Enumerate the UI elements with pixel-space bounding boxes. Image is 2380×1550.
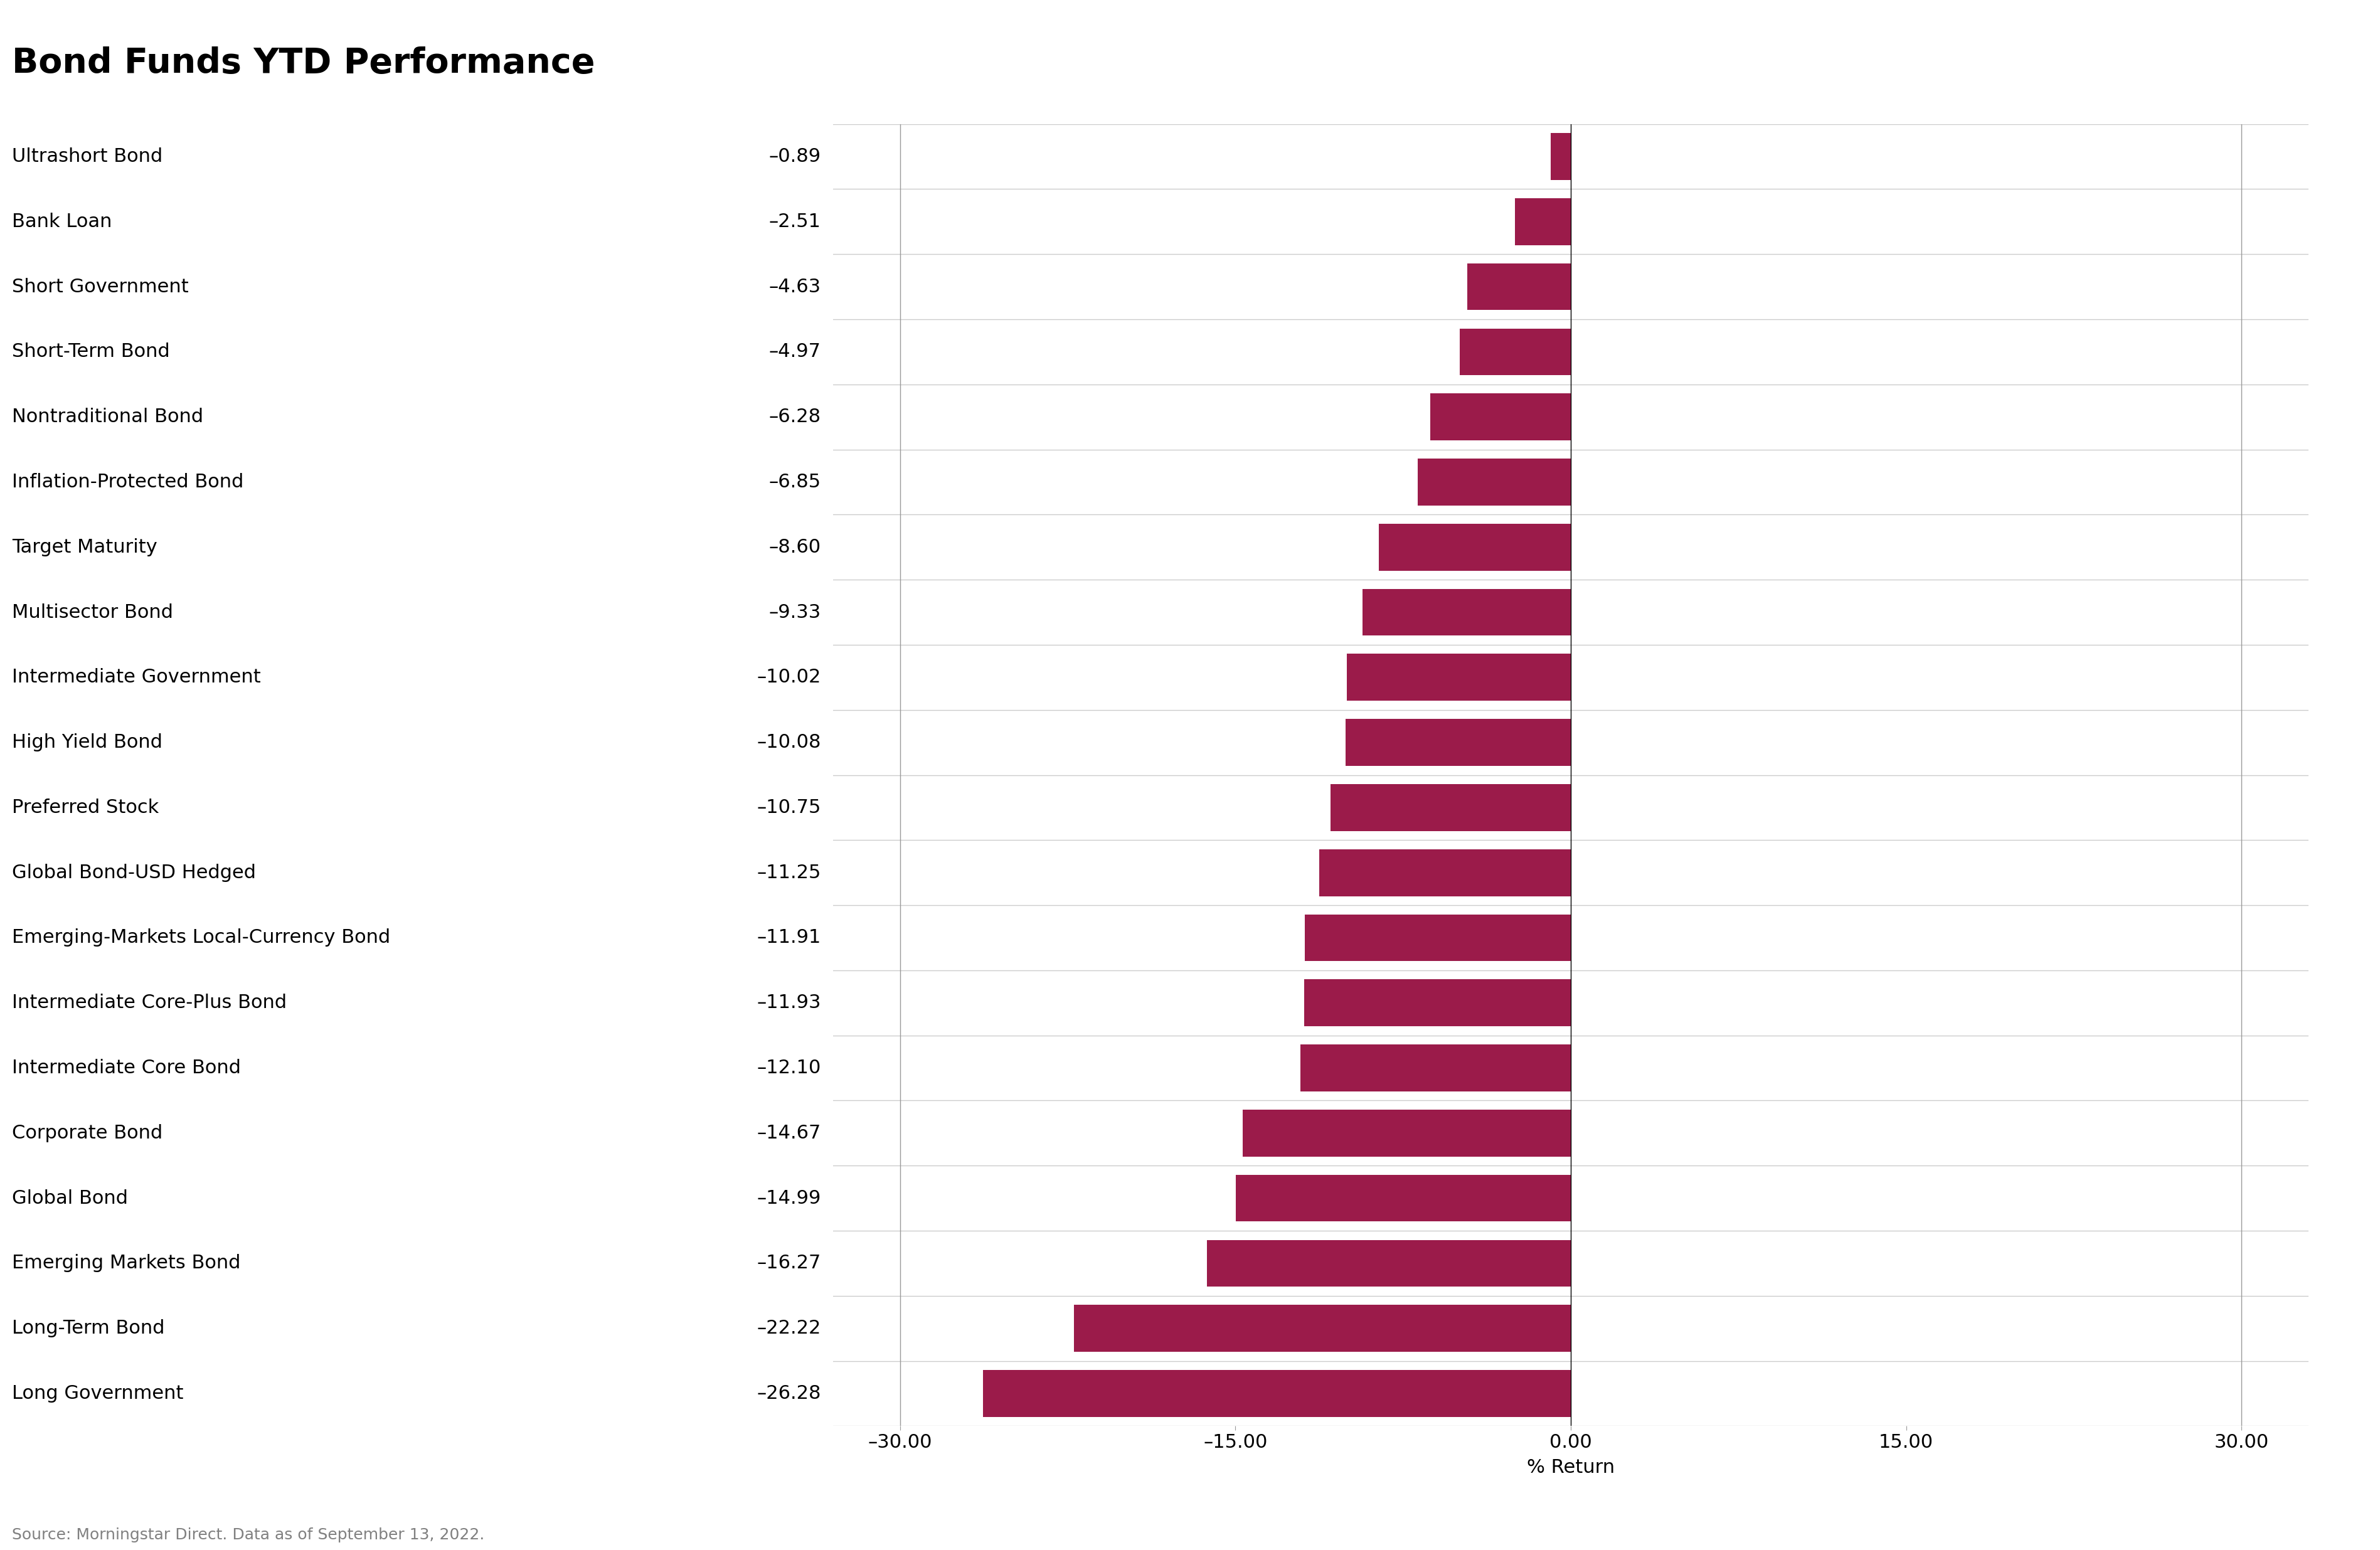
Text: –22.22: –22.22 bbox=[757, 1319, 821, 1338]
Text: Short Government: Short Government bbox=[12, 277, 188, 296]
Text: Emerging Markets Bond: Emerging Markets Bond bbox=[12, 1254, 240, 1273]
Bar bbox=[1304, 980, 1571, 1026]
Text: –2.51: –2.51 bbox=[769, 212, 821, 231]
Bar bbox=[1552, 133, 1571, 180]
Text: –6.28: –6.28 bbox=[769, 408, 821, 426]
Text: –16.27: –16.27 bbox=[757, 1254, 821, 1273]
Text: –26.28: –26.28 bbox=[757, 1384, 821, 1403]
X-axis label: % Return: % Return bbox=[1528, 1459, 1614, 1477]
Text: –10.08: –10.08 bbox=[757, 733, 821, 752]
Text: Corporate Bond: Corporate Bond bbox=[12, 1124, 162, 1142]
Text: Long Government: Long Government bbox=[12, 1384, 183, 1403]
Text: Inflation-Protected Bond: Inflation-Protected Bond bbox=[12, 473, 243, 491]
Text: –14.99: –14.99 bbox=[757, 1189, 821, 1207]
Bar bbox=[1235, 1175, 1571, 1221]
Bar bbox=[1430, 394, 1571, 440]
Text: –14.67: –14.67 bbox=[757, 1124, 821, 1142]
Bar bbox=[1468, 264, 1571, 310]
Text: –9.33: –9.33 bbox=[769, 603, 821, 622]
Bar bbox=[1347, 654, 1571, 701]
Text: Global Bond: Global Bond bbox=[12, 1189, 129, 1207]
Text: –6.85: –6.85 bbox=[769, 473, 821, 491]
Bar bbox=[1459, 329, 1571, 375]
Bar bbox=[1304, 914, 1571, 961]
Bar bbox=[1319, 849, 1571, 896]
Text: Target Maturity: Target Maturity bbox=[12, 538, 157, 556]
Text: Bank Loan: Bank Loan bbox=[12, 212, 112, 231]
Bar bbox=[1073, 1305, 1571, 1352]
Text: Source: Morningstar Direct. Data as of September 13, 2022.: Source: Morningstar Direct. Data as of S… bbox=[12, 1527, 486, 1542]
Text: Bond Funds YTD Performance: Bond Funds YTD Performance bbox=[12, 46, 595, 81]
Text: –4.63: –4.63 bbox=[769, 277, 821, 296]
Text: –10.02: –10.02 bbox=[757, 668, 821, 687]
Text: –10.75: –10.75 bbox=[757, 798, 821, 817]
Text: Global Bond-USD Hedged: Global Bond-USD Hedged bbox=[12, 863, 257, 882]
Text: Intermediate Core Bond: Intermediate Core Bond bbox=[12, 1059, 240, 1077]
Bar bbox=[1207, 1240, 1571, 1286]
Text: Short-Term Bond: Short-Term Bond bbox=[12, 343, 169, 361]
Text: –11.91: –11.91 bbox=[757, 928, 821, 947]
Text: Intermediate Government: Intermediate Government bbox=[12, 668, 262, 687]
Text: –12.10: –12.10 bbox=[757, 1059, 821, 1077]
Text: Multisector Bond: Multisector Bond bbox=[12, 603, 174, 622]
Bar bbox=[1361, 589, 1571, 636]
Text: –8.60: –8.60 bbox=[769, 538, 821, 556]
Bar bbox=[1242, 1110, 1571, 1156]
Text: Long-Term Bond: Long-Term Bond bbox=[12, 1319, 164, 1338]
Text: Nontraditional Bond: Nontraditional Bond bbox=[12, 408, 202, 426]
Bar bbox=[1418, 459, 1571, 505]
Text: Preferred Stock: Preferred Stock bbox=[12, 798, 159, 817]
Text: Ultrashort Bond: Ultrashort Bond bbox=[12, 147, 162, 166]
Text: –11.25: –11.25 bbox=[757, 863, 821, 882]
Bar bbox=[1330, 784, 1571, 831]
Bar bbox=[983, 1370, 1571, 1417]
Text: –4.97: –4.97 bbox=[769, 343, 821, 361]
Text: Intermediate Core-Plus Bond: Intermediate Core-Plus Bond bbox=[12, 994, 286, 1012]
Text: –11.93: –11.93 bbox=[757, 994, 821, 1012]
Bar bbox=[1514, 198, 1571, 245]
Bar bbox=[1345, 719, 1571, 766]
Text: High Yield Bond: High Yield Bond bbox=[12, 733, 162, 752]
Bar bbox=[1378, 524, 1571, 570]
Text: –0.89: –0.89 bbox=[769, 147, 821, 166]
Text: Emerging-Markets Local-Currency Bond: Emerging-Markets Local-Currency Bond bbox=[12, 928, 390, 947]
Bar bbox=[1299, 1045, 1571, 1091]
